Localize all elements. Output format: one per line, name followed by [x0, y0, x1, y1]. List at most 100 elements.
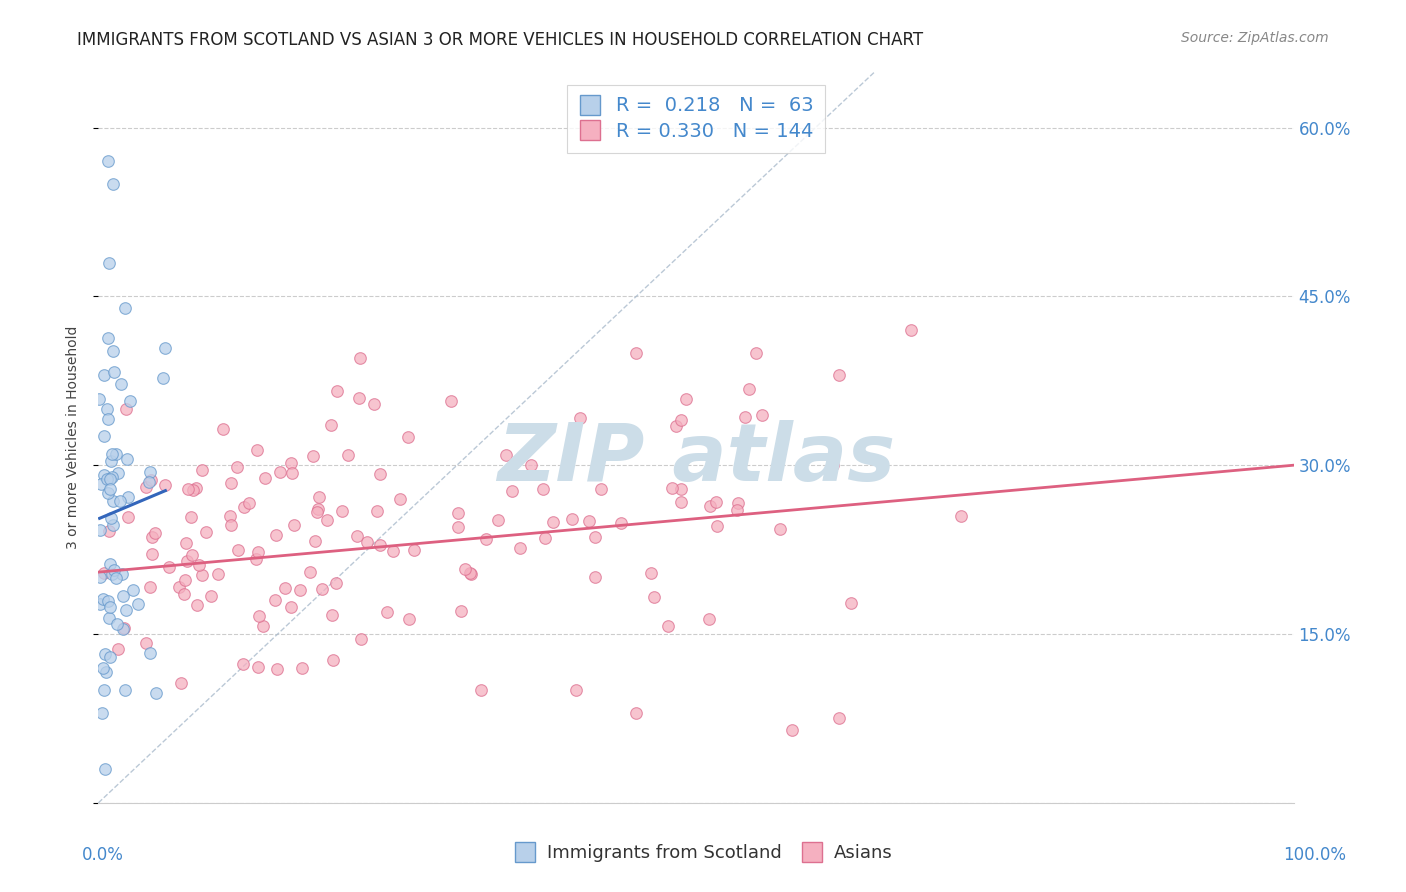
Point	[90, 477, 112, 491]
Point	[117, 451, 139, 466]
Legend: R =  0.218   N =  63, R = 0.330   N = 144: R = 0.218 N = 63, R = 0.330 N = 144	[567, 85, 825, 153]
Point	[460, 566, 482, 581]
Point	[291, 661, 314, 675]
Point	[104, 446, 127, 460]
Point	[187, 558, 209, 572]
Point	[145, 685, 167, 699]
Point	[238, 496, 260, 510]
Point	[264, 528, 287, 542]
Point	[356, 534, 378, 549]
Point	[98, 472, 121, 486]
Point	[446, 507, 468, 521]
Point	[103, 563, 125, 577]
Point	[533, 531, 555, 545]
Point	[280, 600, 302, 615]
Point	[181, 548, 204, 562]
Point	[321, 607, 343, 622]
Point	[304, 533, 326, 548]
Point	[245, 552, 267, 566]
Point	[640, 566, 662, 580]
Point	[453, 562, 475, 576]
Point	[100, 447, 122, 461]
Point	[325, 384, 347, 399]
Point	[91, 706, 114, 720]
Point	[725, 502, 748, 516]
Point	[111, 622, 134, 636]
Point	[247, 659, 270, 673]
Point	[495, 449, 517, 463]
Point	[675, 392, 697, 406]
Point	[194, 524, 217, 539]
Point	[93, 683, 115, 698]
Point	[377, 605, 399, 619]
Point	[122, 582, 145, 597]
Point	[97, 412, 120, 426]
Point	[298, 565, 321, 579]
Point	[738, 382, 761, 396]
Point	[170, 676, 193, 690]
Point	[561, 512, 583, 526]
Point	[828, 711, 851, 725]
Point	[103, 517, 125, 532]
Point	[288, 582, 311, 597]
Point	[475, 532, 498, 546]
Point	[100, 482, 122, 496]
Point	[176, 554, 198, 568]
Point	[139, 473, 162, 487]
Point	[274, 581, 297, 595]
Point	[139, 646, 162, 660]
Point	[97, 611, 120, 625]
Point	[101, 177, 124, 191]
Point	[669, 483, 692, 497]
Point	[97, 594, 120, 608]
Point	[94, 762, 117, 776]
Text: ZIP atlas: ZIP atlas	[496, 420, 896, 498]
Point	[396, 430, 419, 444]
Point	[155, 341, 177, 355]
Point	[283, 518, 305, 533]
Point	[87, 392, 110, 406]
Point	[900, 323, 922, 337]
Point	[93, 592, 115, 607]
Point	[103, 343, 125, 358]
Point	[96, 401, 118, 416]
Point	[626, 345, 648, 359]
Point	[281, 466, 304, 480]
Point	[609, 516, 631, 530]
Point	[332, 503, 354, 517]
Point	[450, 604, 472, 618]
Point	[311, 582, 333, 596]
Point	[191, 567, 214, 582]
Point	[661, 481, 683, 495]
Point	[305, 505, 328, 519]
Point	[219, 475, 242, 490]
Point	[501, 483, 523, 498]
Point	[308, 490, 330, 504]
Y-axis label: 3 or more Vehicles in Household: 3 or more Vehicles in Household	[66, 326, 80, 549]
Point	[665, 419, 688, 434]
Point	[363, 397, 385, 411]
Point	[89, 570, 111, 584]
Point	[769, 523, 792, 537]
Point	[91, 661, 114, 675]
Point	[94, 647, 117, 661]
Point	[316, 513, 339, 527]
Point	[734, 409, 756, 424]
Point	[127, 597, 149, 611]
Point	[266, 662, 288, 676]
Point	[263, 592, 285, 607]
Point	[349, 391, 371, 405]
Point	[169, 581, 191, 595]
Point	[98, 599, 121, 614]
Point	[585, 570, 607, 584]
Point	[520, 458, 543, 473]
Point	[565, 683, 588, 698]
Point	[115, 401, 138, 416]
Point	[98, 557, 121, 571]
Point	[470, 683, 492, 698]
Point	[105, 571, 128, 585]
Point	[458, 566, 481, 581]
Point	[821, 458, 844, 472]
Point	[780, 723, 803, 737]
Text: Source: ZipAtlas.com: Source: ZipAtlas.com	[1181, 31, 1329, 45]
